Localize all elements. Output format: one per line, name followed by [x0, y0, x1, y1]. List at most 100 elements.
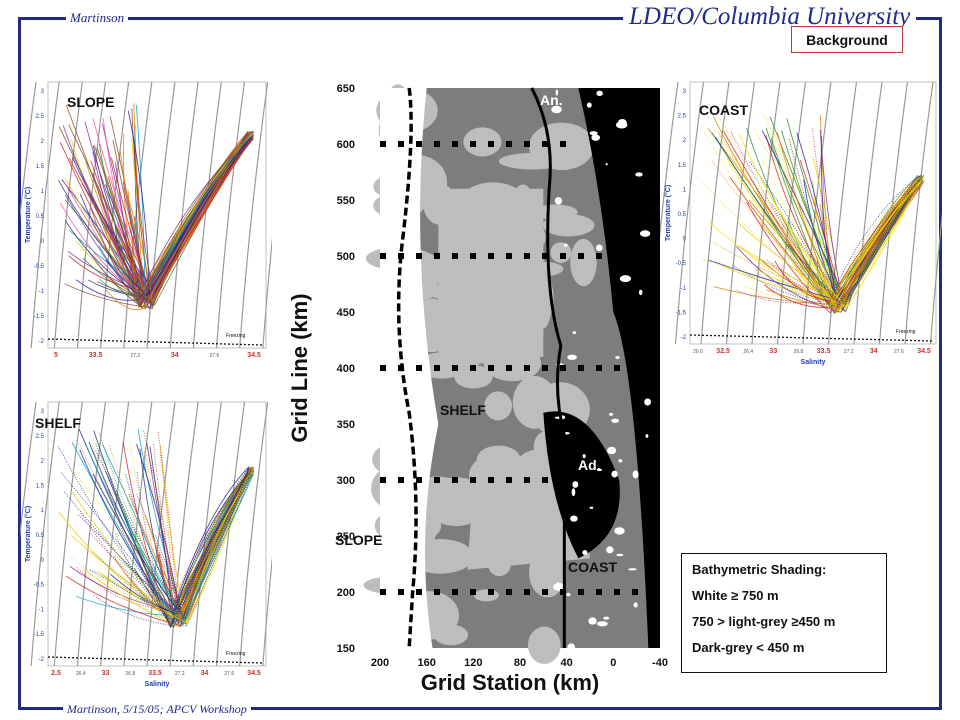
ts-profile — [98, 432, 253, 623]
ts-profile — [108, 445, 251, 626]
label-coast: COAST — [568, 559, 617, 575]
y-tick-label: 550 — [337, 195, 355, 207]
x-tick-label: 27.2 — [844, 349, 854, 355]
y-tick-label: 0 — [683, 237, 687, 243]
ts-profile — [788, 131, 922, 304]
y-tick-label: 0 — [41, 239, 45, 245]
ts-profile — [128, 472, 251, 613]
ts-profile — [708, 179, 920, 303]
x-tick-label: 34.5 — [247, 352, 261, 359]
y-tick-label: 0.5 — [36, 533, 45, 539]
y-tick-label: 2 — [41, 139, 45, 145]
white-speckle — [628, 568, 637, 571]
isopycnal-curve — [262, 236, 272, 349]
y-tick-label: 0.5 — [678, 212, 687, 218]
x-tick-label: 2.5 — [51, 670, 61, 677]
y-tick-label: -2 — [39, 339, 45, 345]
footer-text: Martinson, 5/15/05; APCV Workshop — [63, 702, 251, 717]
y-tick-label: -0.5 — [34, 264, 45, 270]
x-tick-label: 27.2 — [175, 671, 185, 677]
y-tick-label: 250 — [337, 531, 355, 543]
y-tick-label: -2 — [681, 335, 687, 341]
light-grey-patch — [550, 242, 572, 263]
ts-profile — [142, 445, 255, 621]
x-tick-label: 34 — [201, 670, 209, 677]
slope-ts-panel: 3 2.5 2 1.5 1 0.5 0 -0.5 -1 -1.5 -2 Temperature (°C… — [20, 78, 272, 368]
isopycnal-curve — [904, 81, 934, 345]
white-speckle — [644, 398, 652, 406]
isopycnal-curve — [30, 401, 60, 667]
x-tick-label: 80 — [514, 657, 526, 669]
y-tick-label: 1.5 — [36, 483, 45, 489]
isopycnal-curve — [776, 81, 807, 345]
y-tick-label: -1 — [681, 286, 687, 292]
y-tick-label: 1 — [41, 508, 45, 514]
white-speckle — [616, 553, 624, 557]
ts-profile — [110, 466, 250, 612]
y-tick-label: -0.5 — [34, 583, 45, 589]
isopycnal-curve — [725, 81, 756, 345]
legend-dark-grey: Dark-grey < 450 m — [692, 640, 805, 655]
ts-profile — [95, 450, 254, 617]
white-speckle — [596, 468, 603, 472]
white-speckle — [582, 454, 586, 459]
ts-profile — [720, 139, 923, 304]
freezing-label: Freezing — [226, 651, 246, 657]
shelf-panel-label: SHELF — [35, 415, 81, 431]
white-speckle — [566, 592, 571, 597]
light-grey-patch — [473, 589, 499, 602]
x-tick-label: 27.6 — [894, 349, 904, 355]
ts-profile — [132, 131, 253, 298]
isopycnal-curve — [100, 401, 130, 667]
ts-profile — [751, 180, 919, 308]
y-tick-label: -0.5 — [676, 261, 687, 267]
white-speckle — [614, 527, 625, 535]
y-tick-label: -1 — [39, 607, 45, 613]
ts-profile — [774, 178, 920, 302]
plot-frame — [47, 401, 267, 667]
bathymetry-map: 650 600 550 500 450 400 350 300 250 200 150 200 160 1… — [285, 70, 680, 700]
y-tick-label: 1 — [683, 187, 687, 193]
white-speckle — [586, 102, 592, 108]
white-speckle — [596, 90, 603, 97]
background-button[interactable]: Background — [791, 26, 903, 53]
x-tick-label: 160 — [417, 657, 435, 669]
frame-right — [939, 17, 942, 710]
ts-profile — [153, 443, 250, 627]
white-speckle — [595, 244, 603, 252]
ts-profile — [702, 175, 923, 305]
ts-profile — [126, 132, 250, 303]
isopycnal-curve — [20, 401, 37, 540]
white-speckle — [611, 470, 618, 478]
isopycnal-curve — [660, 81, 679, 239]
y-tick-label: 450 — [337, 307, 355, 319]
white-speckle — [567, 354, 577, 360]
y-tick-label: 150 — [337, 643, 355, 655]
white-speckle — [591, 134, 600, 141]
ts-profile — [89, 471, 255, 625]
white-speckle — [635, 172, 643, 177]
map-y-axis-label: Grid Line (km) — [287, 293, 312, 442]
isopycnal-curve — [146, 401, 176, 667]
ts-profile — [736, 179, 924, 304]
isopycnal-curve — [169, 401, 199, 667]
y-tick-label: 1 — [41, 189, 45, 195]
x-tick-label: -40 — [652, 657, 668, 669]
white-speckle — [606, 546, 614, 554]
isopycnal-curve — [192, 401, 222, 667]
white-speckle — [570, 515, 578, 522]
y-tick-label: -1.5 — [34, 314, 45, 320]
y-tick-label: -1.5 — [34, 632, 45, 638]
y-tick-label: 500 — [337, 251, 355, 263]
y-tick-label: 2 — [683, 138, 687, 144]
frame-top-mid — [150, 17, 630, 20]
map-x-axis-label: Grid Station (km) — [421, 670, 599, 695]
x-tick-label: 33.5 — [148, 670, 162, 677]
coastline-land — [578, 88, 660, 648]
label-ad: Ad. — [578, 457, 601, 473]
x-tick-label: 33 — [102, 670, 110, 677]
ts-profile — [104, 132, 249, 311]
light-grey-patch — [570, 238, 597, 287]
x-tick-label: 26.4 — [76, 671, 86, 677]
